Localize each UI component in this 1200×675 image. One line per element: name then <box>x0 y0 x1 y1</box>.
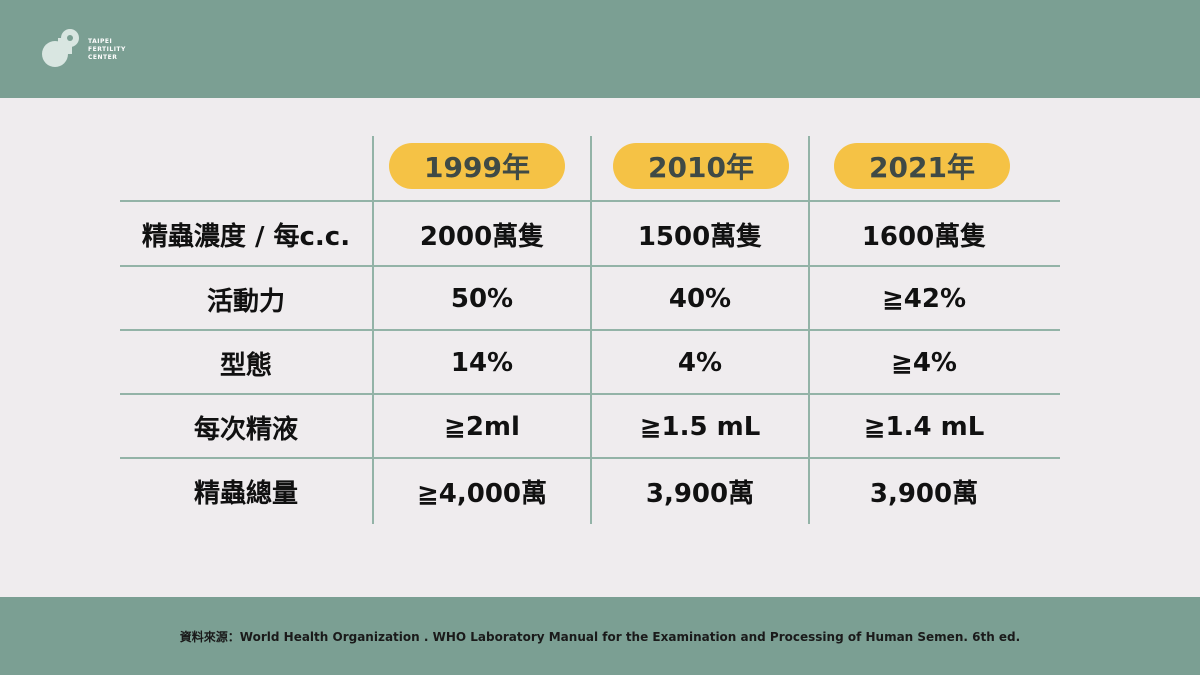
table-cell: 4% <box>677 348 723 378</box>
table-cell: ≧42% <box>881 284 967 314</box>
table-cell: ≧2ml <box>444 412 520 442</box>
logo-line-2: FERTILITY <box>88 46 126 53</box>
row-label-concentration: 精蟲濃度 / 每c.c. <box>141 221 351 252</box>
grid-hline <box>120 393 1060 395</box>
table-cell: ≧4% <box>891 348 957 378</box>
logo-line-1: TAIPEI <box>88 38 113 45</box>
header-band: TAIPEI FERTILITY CENTER <box>0 0 1200 98</box>
year-header-2021: 2021年 <box>834 143 1010 189</box>
table-cell: ≧1.5 mL <box>639 412 761 442</box>
table-cell: ≧4,000萬 <box>416 478 548 509</box>
table-cell: 14% <box>450 348 514 378</box>
table-cell: 2000萬隻 <box>419 221 545 252</box>
table-cell: 40% <box>668 284 732 314</box>
grid-hline <box>120 200 1060 202</box>
logo-text: TAIPEI FERTILITY CENTER <box>88 38 158 62</box>
grid-hline <box>120 265 1060 267</box>
table-cell: 1500萬隻 <box>637 221 763 252</box>
row-label-motility: 活動力 <box>206 286 285 317</box>
row-label-volume: 每次精液 <box>193 414 298 445</box>
comparison-table: 1999年 2010年 2021年 精蟲濃度 / 每c.c. 2000萬隻 15… <box>120 136 1060 526</box>
table-cell: 3,900萬 <box>869 478 979 509</box>
footer-band <box>0 597 1200 675</box>
grid-hline <box>120 329 1060 331</box>
logo-mark-icon <box>42 29 79 67</box>
grid-hline <box>120 457 1060 459</box>
table-cell: 50% <box>450 284 514 314</box>
table-cell: 1600萬隻 <box>861 221 987 252</box>
row-label-total-count: 精蟲總量 <box>193 478 298 509</box>
source-citation: 資料來源：World Health Organization . WHO Lab… <box>179 630 1021 644</box>
year-header-2010: 2010年 <box>613 143 789 189</box>
row-label-morphology: 型態 <box>219 350 272 381</box>
logo-line-3: CENTER <box>88 54 118 61</box>
year-header-1999: 1999年 <box>389 143 565 189</box>
taipei-fertility-center-logo: TAIPEI FERTILITY CENTER <box>40 26 150 70</box>
table-cell: ≧1.4 mL <box>863 412 985 442</box>
table-cell: 3,900萬 <box>645 478 755 509</box>
